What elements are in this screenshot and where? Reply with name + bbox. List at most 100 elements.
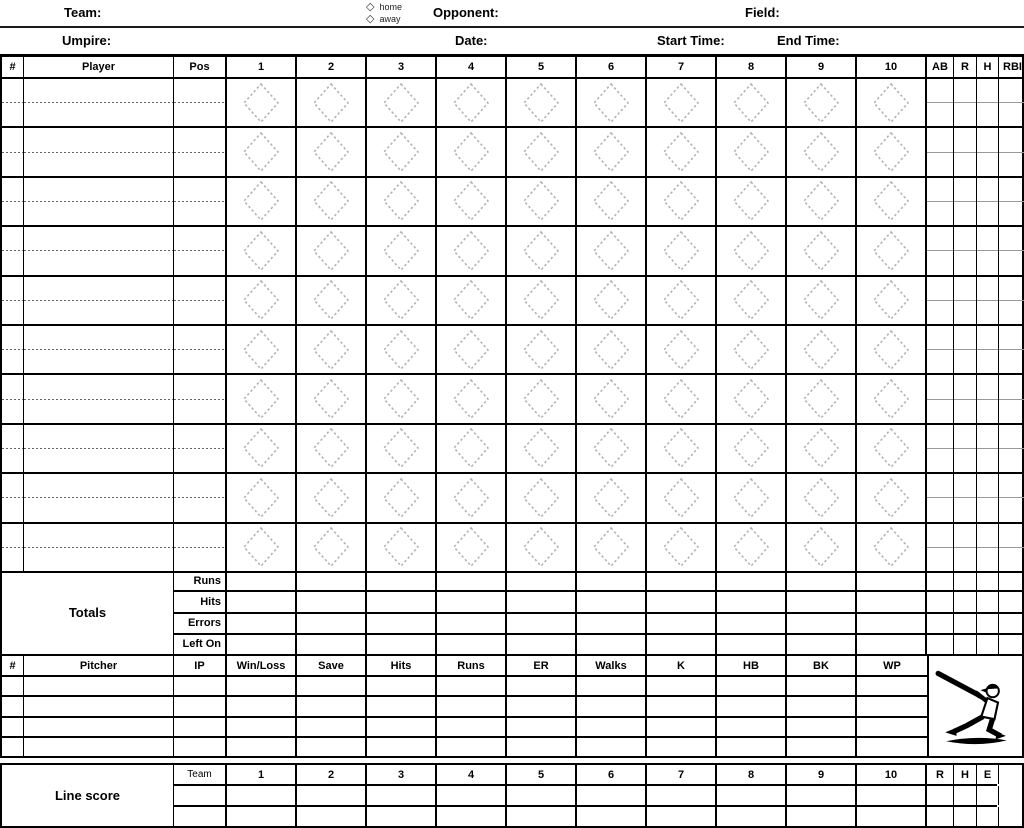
ab-cell[interactable] bbox=[927, 79, 954, 127]
date-input[interactable] bbox=[500, 33, 640, 49]
inning-cell[interactable] bbox=[857, 177, 927, 226]
player-number-cell[interactable] bbox=[2, 177, 24, 226]
inning-cell[interactable] bbox=[297, 227, 367, 275]
pitcher-walks-cell[interactable] bbox=[577, 717, 647, 736]
inning-cell[interactable] bbox=[437, 375, 507, 423]
inning-cell[interactable] bbox=[507, 79, 577, 127]
player-pos-cell[interactable] bbox=[174, 474, 227, 522]
rbi-cell[interactable] bbox=[999, 128, 1024, 176]
ab-cell[interactable] bbox=[927, 375, 954, 423]
rbi-cell[interactable] bbox=[999, 375, 1024, 423]
end-time-input[interactable] bbox=[855, 33, 915, 49]
line-score-inning-cell[interactable] bbox=[577, 807, 647, 826]
player-pos-cell[interactable] bbox=[174, 276, 227, 324]
totals-inning-cell[interactable] bbox=[297, 613, 367, 633]
pitcher-win-loss-cell[interactable] bbox=[227, 697, 297, 716]
line-score-inning-cell[interactable] bbox=[227, 807, 297, 826]
pitcher-walks-cell[interactable] bbox=[577, 677, 647, 696]
inning-cell[interactable] bbox=[717, 276, 787, 324]
inning-cell[interactable] bbox=[507, 276, 577, 324]
inning-cell[interactable] bbox=[297, 375, 367, 423]
inning-cell[interactable] bbox=[647, 128, 717, 176]
h-cell[interactable] bbox=[977, 276, 999, 324]
inning-cell[interactable] bbox=[367, 79, 437, 127]
inning-cell[interactable] bbox=[437, 474, 507, 522]
inning-cell[interactable] bbox=[577, 523, 647, 571]
inning-cell[interactable] bbox=[227, 227, 297, 275]
inning-cell[interactable] bbox=[577, 325, 647, 374]
inning-cell[interactable] bbox=[367, 474, 437, 522]
line-score-r-cell[interactable] bbox=[927, 786, 954, 805]
diamond-checkbox-icon[interactable]: ◇ bbox=[366, 0, 375, 13]
player-number-cell[interactable] bbox=[2, 523, 24, 571]
pitcher-save-cell[interactable] bbox=[297, 677, 367, 696]
inning-cell[interactable] bbox=[367, 128, 437, 176]
player-pos-cell[interactable] bbox=[174, 128, 227, 176]
inning-cell[interactable] bbox=[857, 424, 927, 473]
h-cell[interactable] bbox=[977, 177, 999, 226]
pitcher-hits-cell[interactable] bbox=[367, 677, 437, 696]
pitcher-name-cell[interactable] bbox=[24, 717, 174, 736]
line-score-inning-cell[interactable] bbox=[647, 786, 717, 805]
totals-r-cell[interactable] bbox=[954, 613, 977, 633]
inning-cell[interactable] bbox=[577, 276, 647, 324]
ab-cell[interactable] bbox=[927, 177, 954, 226]
player-number-cell[interactable] bbox=[2, 474, 24, 522]
pitcher-name-cell[interactable] bbox=[24, 737, 174, 756]
inning-cell[interactable] bbox=[647, 227, 717, 275]
inning-cell[interactable] bbox=[787, 424, 857, 473]
rbi-cell[interactable] bbox=[999, 523, 1024, 571]
rbi-cell[interactable] bbox=[999, 325, 1024, 374]
pitcher-er-cell[interactable] bbox=[507, 717, 577, 736]
pitcher-win-loss-cell[interactable] bbox=[227, 717, 297, 736]
totals-r-cell[interactable] bbox=[954, 634, 977, 654]
pitcher-bk-cell[interactable] bbox=[787, 677, 857, 696]
totals-inning-cell[interactable] bbox=[577, 571, 647, 591]
line-score-inning-cell[interactable] bbox=[857, 807, 927, 826]
line-score-inning-cell[interactable] bbox=[647, 807, 717, 826]
player-name-cell[interactable] bbox=[24, 276, 174, 324]
ab-cell[interactable] bbox=[927, 325, 954, 374]
inning-cell[interactable] bbox=[507, 227, 577, 275]
inning-cell[interactable] bbox=[227, 523, 297, 571]
team-input[interactable] bbox=[110, 5, 360, 21]
pitcher-number-cell[interactable] bbox=[2, 717, 24, 736]
inning-cell[interactable] bbox=[787, 375, 857, 423]
pitcher-name-cell[interactable] bbox=[24, 697, 174, 716]
inning-cell[interactable] bbox=[437, 523, 507, 571]
rbi-cell[interactable] bbox=[999, 474, 1024, 522]
totals-inning-cell[interactable] bbox=[647, 634, 717, 654]
pitcher-walks-cell[interactable] bbox=[577, 737, 647, 756]
pitcher-k-cell[interactable] bbox=[647, 697, 717, 716]
inning-cell[interactable] bbox=[507, 177, 577, 226]
totals-ab-cell[interactable] bbox=[927, 592, 954, 612]
pitcher-save-cell[interactable] bbox=[297, 697, 367, 716]
inning-cell[interactable] bbox=[857, 325, 927, 374]
totals-inning-cell[interactable] bbox=[437, 571, 507, 591]
totals-rbi-cell[interactable] bbox=[999, 635, 1024, 654]
line-score-inning-cell[interactable] bbox=[577, 786, 647, 805]
inning-cell[interactable] bbox=[717, 177, 787, 226]
pitcher-hb-cell[interactable] bbox=[717, 737, 787, 756]
rbi-cell[interactable] bbox=[999, 79, 1024, 127]
line-score-inning-cell[interactable] bbox=[437, 807, 507, 826]
start-time-input[interactable] bbox=[740, 33, 770, 49]
totals-inning-cell[interactable] bbox=[857, 571, 927, 591]
r-cell[interactable] bbox=[954, 79, 977, 127]
totals-inning-cell[interactable] bbox=[367, 634, 437, 654]
r-cell[interactable] bbox=[954, 177, 977, 226]
inning-cell[interactable] bbox=[577, 375, 647, 423]
totals-inning-cell[interactable] bbox=[787, 634, 857, 654]
inning-cell[interactable] bbox=[857, 128, 927, 176]
inning-cell[interactable] bbox=[787, 227, 857, 275]
inning-cell[interactable] bbox=[577, 474, 647, 522]
totals-inning-cell[interactable] bbox=[717, 613, 787, 633]
player-name-cell[interactable] bbox=[24, 128, 174, 176]
pitcher-hb-cell[interactable] bbox=[717, 697, 787, 716]
pitcher-ip-cell[interactable] bbox=[174, 677, 227, 696]
pitcher-save-cell[interactable] bbox=[297, 717, 367, 736]
h-cell[interactable] bbox=[977, 227, 999, 275]
totals-inning-cell[interactable] bbox=[367, 592, 437, 612]
totals-inning-cell[interactable] bbox=[717, 571, 787, 591]
line-score-inning-cell[interactable] bbox=[367, 807, 437, 826]
